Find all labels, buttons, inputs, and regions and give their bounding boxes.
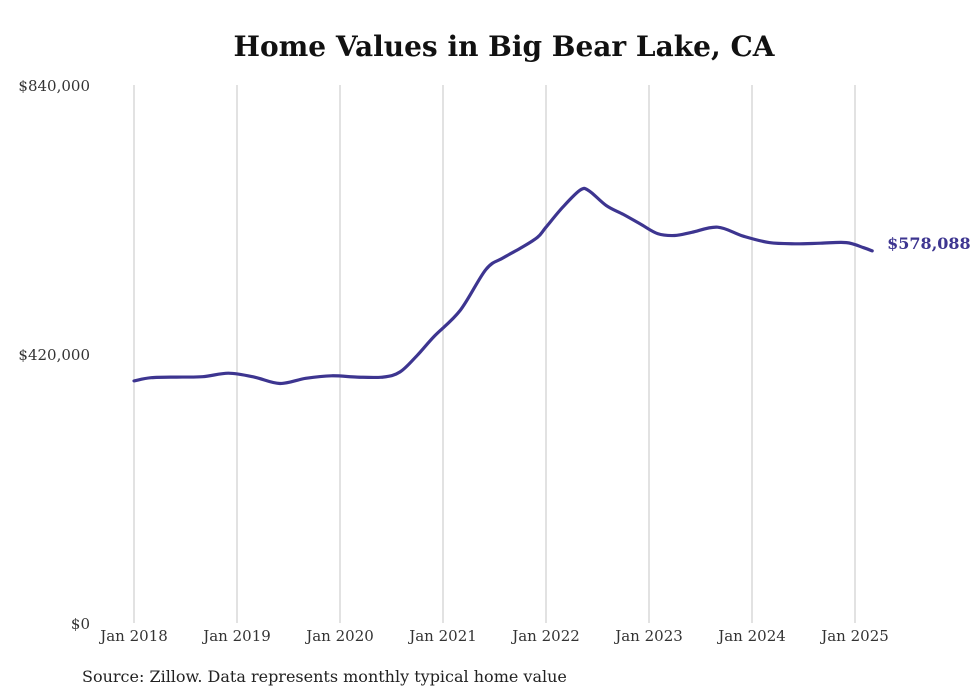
y-tick-label: $840,000	[18, 77, 90, 95]
source-note: Source: Zillow. Data represents monthly …	[82, 667, 567, 686]
x-tick-label: Jan 2024	[716, 627, 786, 645]
series-line	[132, 186, 874, 386]
x-tick-label: Jan 2020	[304, 627, 374, 645]
y-tick-label: $0	[71, 615, 90, 633]
end-value-label: $578,088	[887, 234, 971, 253]
x-tick-label: Jan 2021	[407, 627, 477, 645]
x-tick-label: Jan 2025	[819, 627, 889, 645]
chart-title: Home Values in Big Bear Lake, CA	[233, 30, 775, 63]
x-tick-label: Jan 2022	[510, 627, 580, 645]
x-tick-label: Jan 2018	[98, 627, 168, 645]
x-tick-label: Jan 2019	[201, 627, 271, 645]
x-tick-label: Jan 2023	[613, 627, 683, 645]
y-tick-label: $420,000	[18, 346, 90, 364]
